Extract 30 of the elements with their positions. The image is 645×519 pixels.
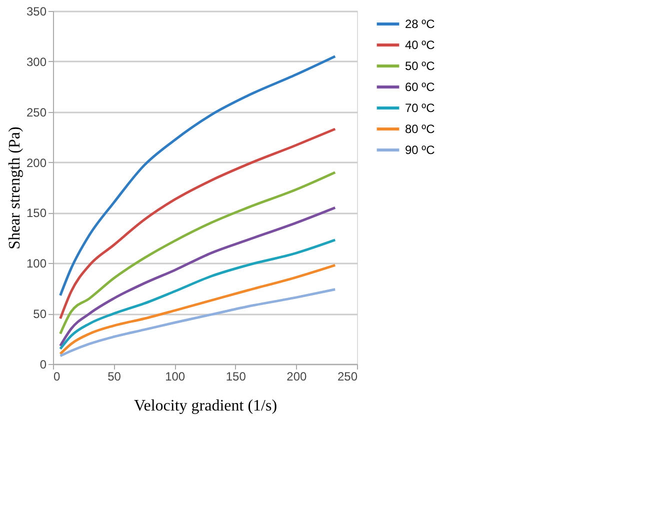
y-axis-title: Shear strength (Pa) [6,126,24,250]
y-tick-label: 150 [26,206,47,220]
y-tick-label: 0 [40,358,47,372]
x-tick-label: 50 [108,370,122,384]
line-series [59,264,336,356]
line-series [59,55,336,297]
x-tick-label: 200 [286,370,308,384]
y-tick-label: 350 [26,4,47,18]
y-tick-label: 50 [33,307,47,322]
y-tick-label: 250 [26,105,47,120]
legend-label: 70 ºC [405,101,436,115]
legend-label: 80 ºC [405,122,436,136]
legend-label: 90 ºC [405,143,436,157]
x-tick-label: 250 [337,370,358,384]
legend-label: 60 ºC [405,80,436,94]
y-tick-label: 200 [26,156,47,170]
legend-label: 50 ºC [405,59,436,73]
legend-label: 40 ºC [405,38,436,52]
x-tick-label: 0 [54,370,60,384]
line-series [59,288,336,358]
x-tick-label: 100 [165,370,186,384]
x-axis-title: Velocity gradient (1/s) [134,398,278,414]
legend-label: 28 ºC [405,17,436,31]
line-series [59,238,336,350]
x-tick-label: 150 [226,370,246,384]
line-series [59,128,336,320]
line-series [59,206,336,348]
y-tick-label: 100 [26,256,47,271]
line-series [59,171,336,335]
y-tick-label: 300 [26,54,47,69]
